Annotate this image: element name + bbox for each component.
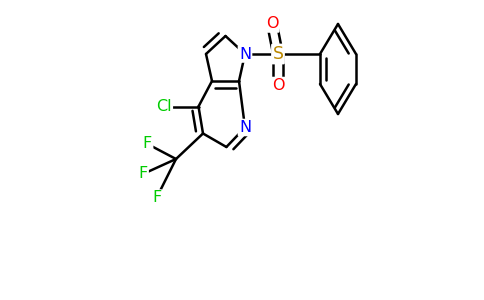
Text: F: F (152, 190, 161, 206)
Text: S: S (272, 45, 284, 63)
Text: N: N (239, 120, 251, 135)
Text: Cl: Cl (156, 99, 172, 114)
Text: F: F (138, 167, 148, 182)
Text: O: O (266, 16, 278, 32)
Text: O: O (272, 78, 284, 93)
Text: F: F (143, 136, 152, 152)
Text: N: N (239, 46, 251, 62)
